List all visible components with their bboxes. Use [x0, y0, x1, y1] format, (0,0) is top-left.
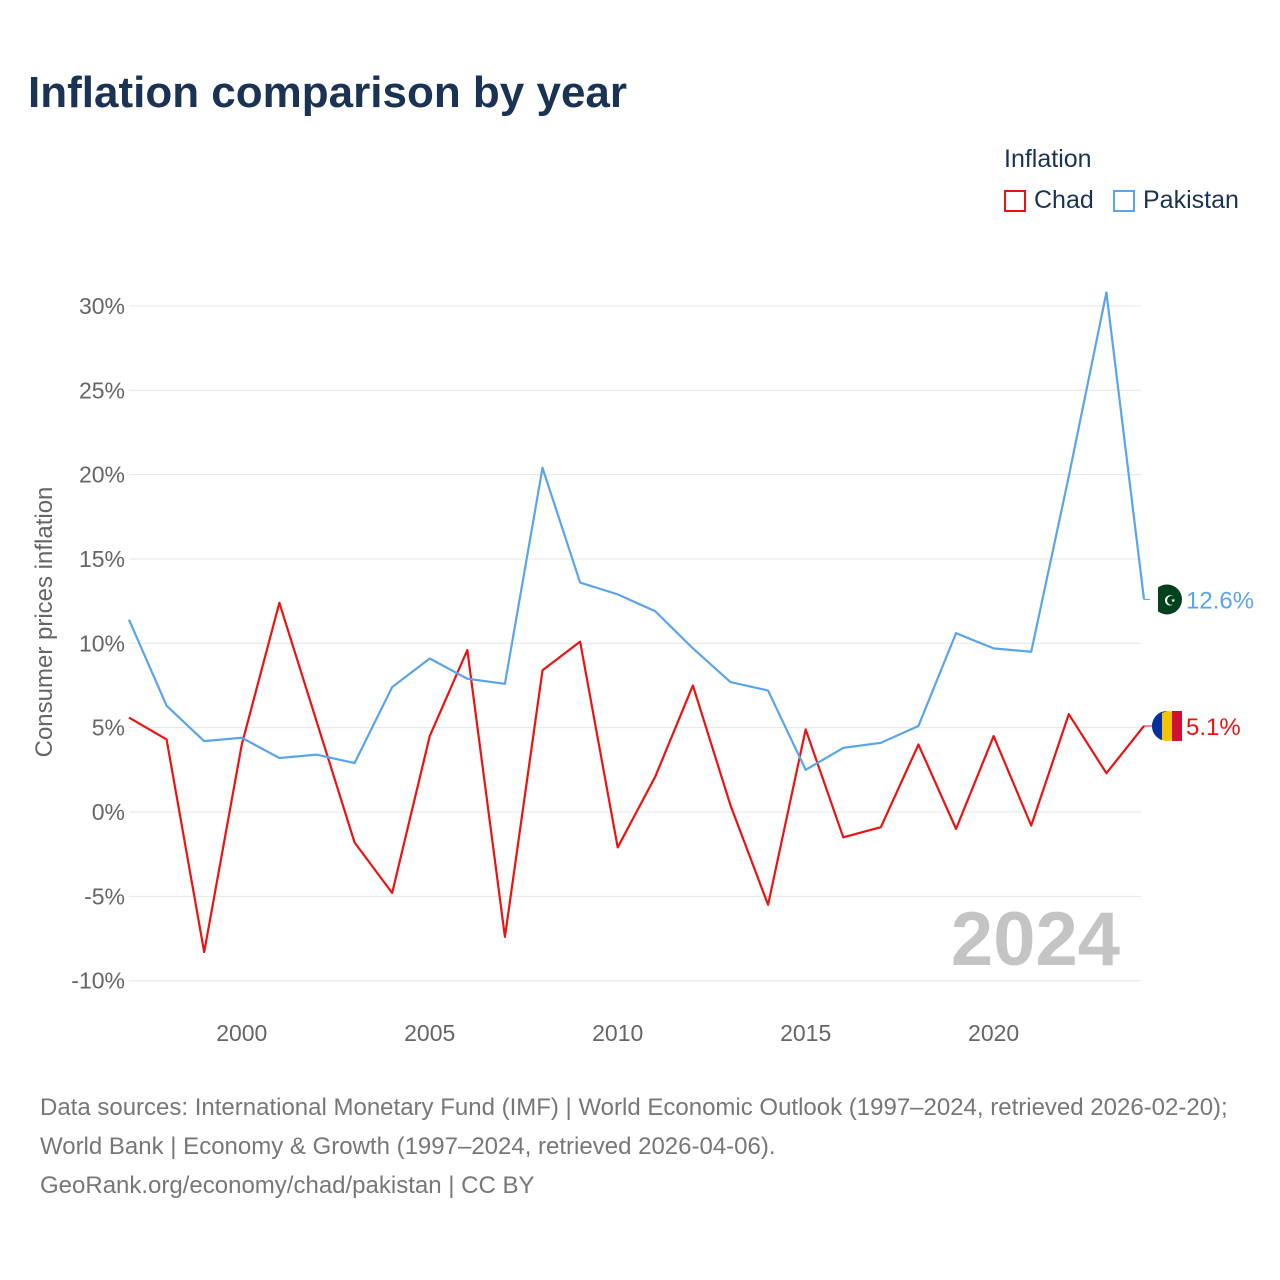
y-tick-label: -10% [71, 968, 125, 994]
y-tick-label: 10% [79, 630, 125, 656]
y-tick-label: -5% [84, 883, 125, 909]
end-value-label-chad: 5.1% [1186, 714, 1241, 741]
y-tick-label: 5% [92, 715, 125, 741]
y-tick-label: 15% [79, 546, 125, 572]
flag-part [1150, 583, 1158, 616]
x-tick-label: 2005 [404, 1020, 455, 1046]
x-tick-label: 2020 [968, 1020, 1019, 1046]
legend-item-chad[interactable]: Chad [1004, 186, 1094, 215]
credit-link[interactable]: GeoRank.org/economy/chad/pakistan | CC B… [40, 1172, 535, 1199]
legend-item-pakistan[interactable]: Pakistan [1113, 186, 1239, 215]
y-tick-label: 30% [79, 293, 125, 319]
y-tick-label: 0% [92, 799, 125, 825]
legend-swatch-chad [1004, 189, 1026, 212]
flag-crescent: ☪ [1164, 592, 1177, 608]
legend-label: Pakistan [1143, 186, 1239, 214]
footer: Data sources: International Monetary Fun… [40, 1088, 1250, 1205]
end-value-label-pakistan: 12.6% [1186, 587, 1254, 614]
y-tick-label: 25% [79, 377, 125, 403]
pakistan-flag-icon [1152, 584, 1182, 615]
legend-swatch-pakistan [1113, 189, 1135, 212]
series-line-chad [128, 601, 1145, 954]
legend-label: Chad [1034, 186, 1094, 214]
y-tick-label: 20% [79, 462, 125, 488]
flag-part [1172, 710, 1182, 741]
chart-title: Inflation comparison by year [28, 68, 628, 117]
series-line-pakistan [127, 291, 1146, 771]
x-tick-label: 2010 [592, 1020, 643, 1046]
data-sources: Data sources: International Monetary Fun… [40, 1094, 1228, 1160]
year-watermark: 2024 [951, 897, 1120, 982]
legend-title: Inflation [1004, 145, 1092, 173]
x-tick-label: 2000 [216, 1020, 267, 1046]
x-tick-label: 2015 [780, 1020, 831, 1046]
flag-part [1152, 711, 1162, 741]
y-axis-label: Consumer prices inflation [31, 487, 58, 758]
